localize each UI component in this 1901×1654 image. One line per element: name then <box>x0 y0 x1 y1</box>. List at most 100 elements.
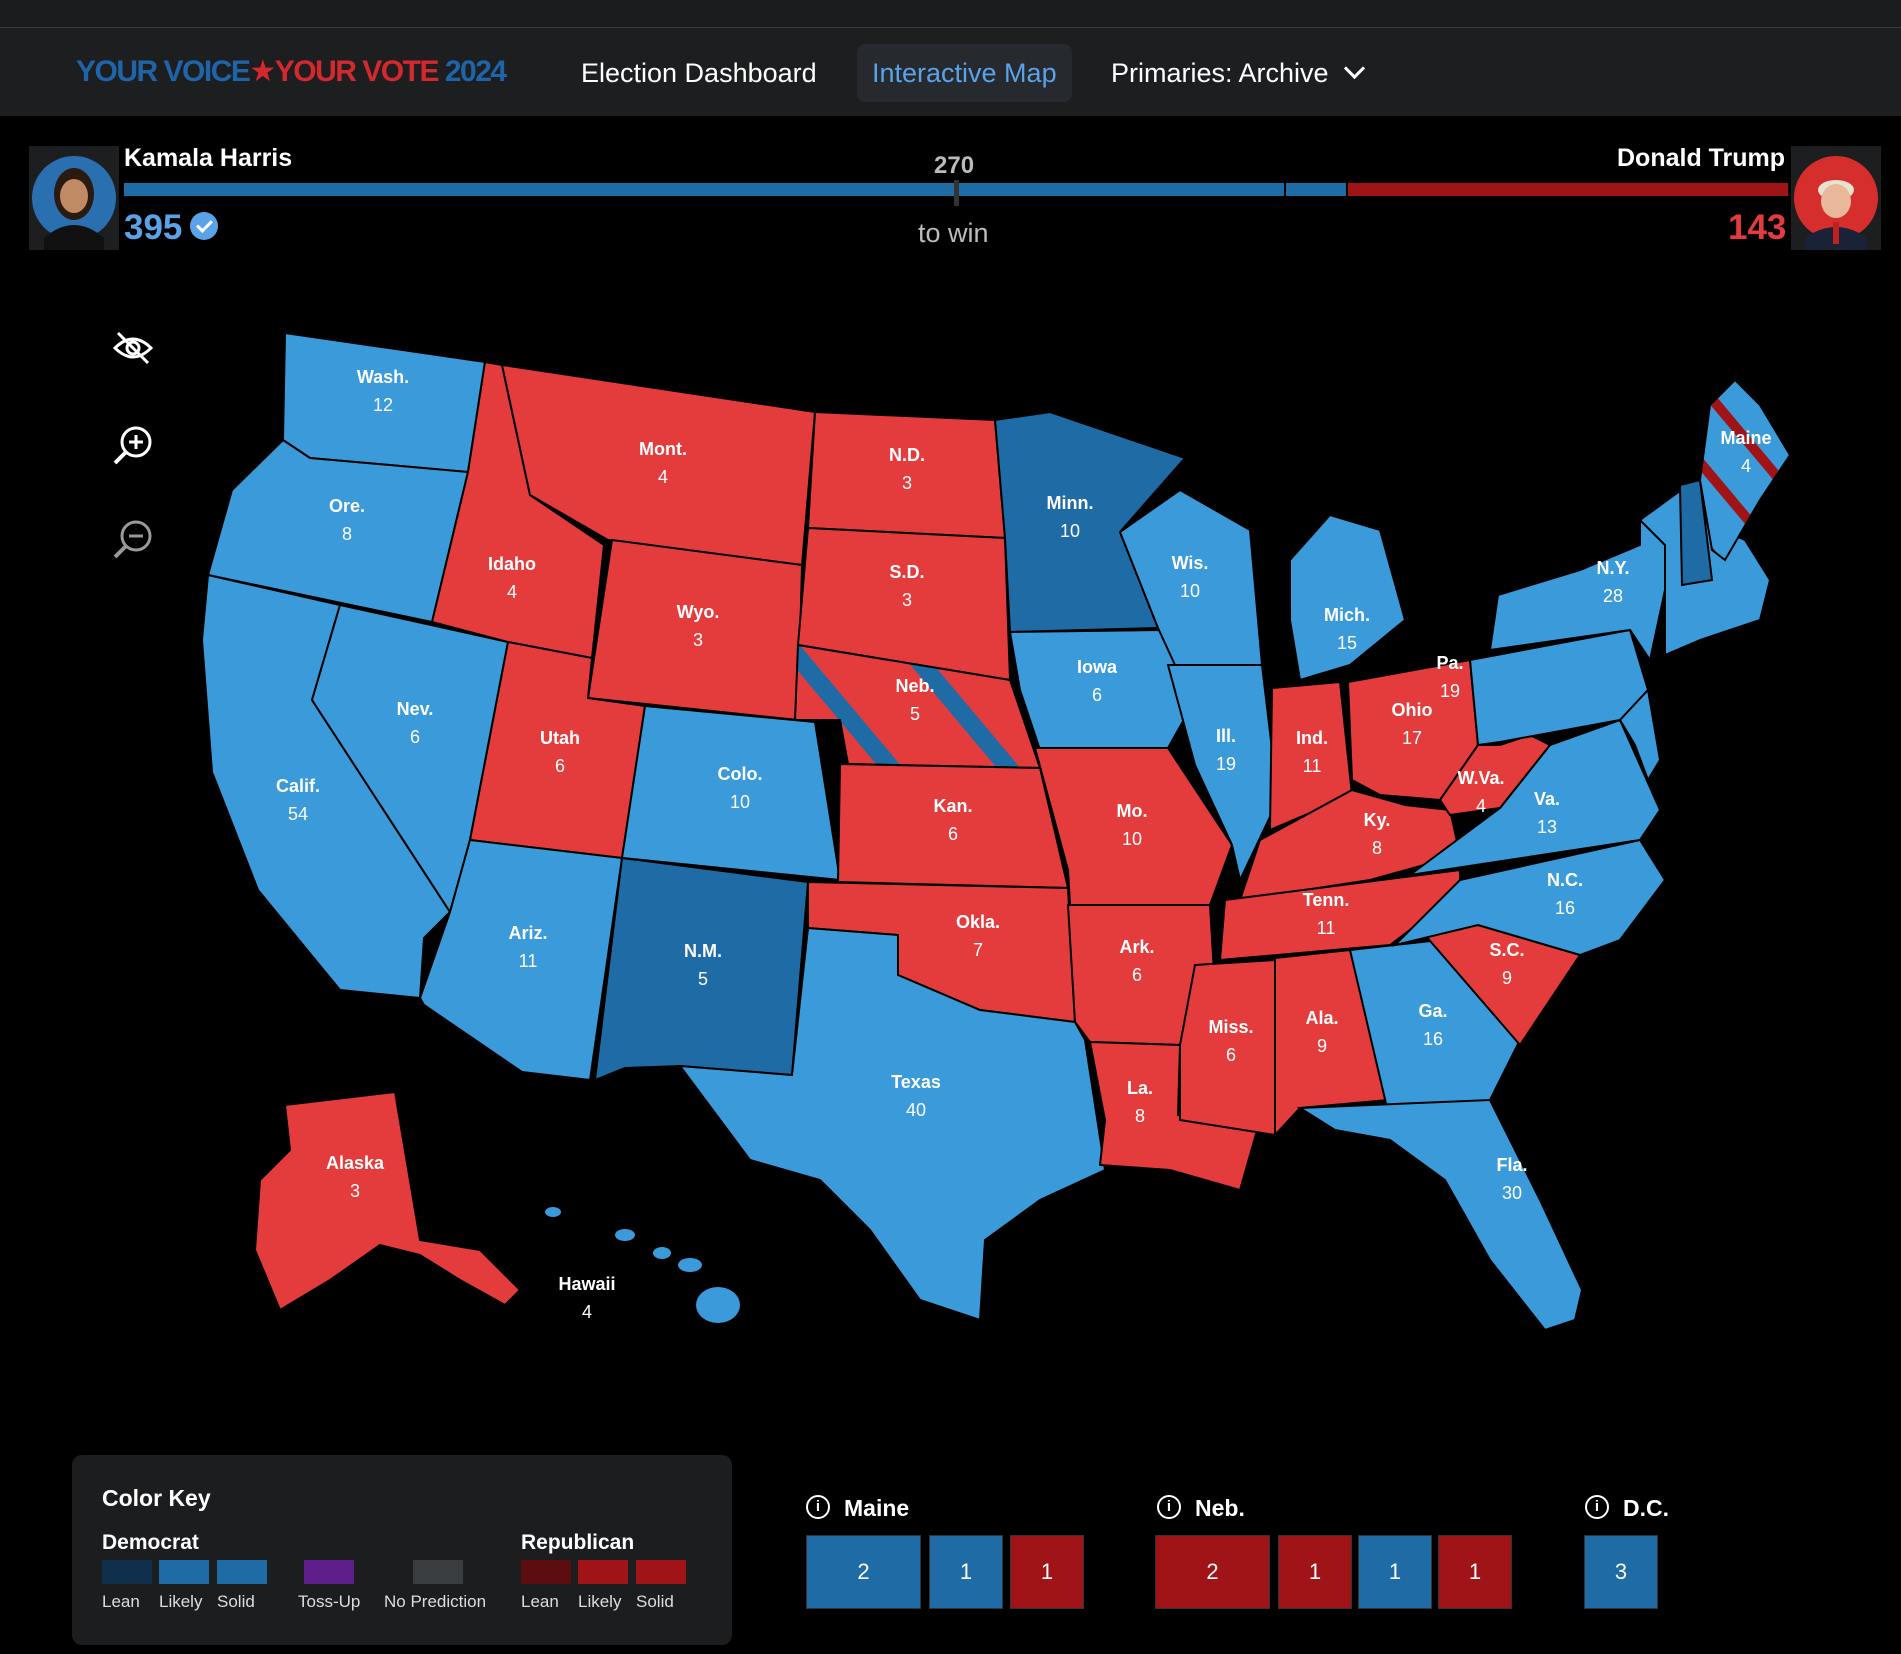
nav-primaries-archive[interactable]: Primaries: Archive <box>1111 44 1365 102</box>
maine-split-header[interactable]: i Maine <box>806 1494 909 1522</box>
dc-split-header[interactable]: i D.C. <box>1585 1494 1669 1522</box>
threshold-value: 270 <box>934 152 975 179</box>
neb-district-3-box[interactable]: 1 <box>1438 1535 1512 1609</box>
zoom-out-icon[interactable] <box>110 516 156 562</box>
state-hawaii[interactable] <box>545 1207 740 1323</box>
state-ev-label: 6 <box>1132 965 1142 985</box>
swatch-rep-likely <box>578 1560 628 1584</box>
neb-district-1-box[interactable]: 1 <box>1278 1535 1352 1609</box>
state-ev-label: 6 <box>555 756 565 776</box>
zoom-in-icon[interactable] <box>110 422 156 468</box>
state-ev-label: 30 <box>1502 1183 1522 1203</box>
state-ev-label: 5 <box>698 969 708 989</box>
swatch-rep-lean <box>521 1560 571 1584</box>
bar-divider <box>1284 183 1286 196</box>
site-logo[interactable]: YOUR VOICE★YOUR VOTE 2024 <box>76 55 507 88</box>
state-ev-label: 3 <box>350 1181 360 1201</box>
key-label: Likely <box>159 1592 203 1611</box>
swatch-dem-likely <box>159 1560 209 1584</box>
nav-interactive-map[interactable]: Interactive Map <box>857 44 1072 102</box>
state-mich[interactable] <box>1289 513 1407 682</box>
key-label: Solid <box>636 1592 674 1611</box>
state-ev-label: 10 <box>1180 581 1200 601</box>
state-ev-label: 54 <box>288 804 308 824</box>
state-label: Mo. <box>1117 801 1148 821</box>
rep-candidate-name: Donald Trump <box>1617 144 1786 172</box>
maine-district-2-box[interactable]: 1 <box>1010 1535 1084 1609</box>
info-icon[interactable]: i <box>1157 1494 1181 1519</box>
state-ill[interactable] <box>1166 664 1280 884</box>
state-label: W.Va. <box>1457 768 1504 788</box>
maine-at-large-box[interactable]: 2 <box>806 1535 921 1609</box>
state-ev-label: 7 <box>973 940 983 960</box>
state-label: Ohio <box>1392 700 1433 720</box>
dem-ev-bar <box>124 183 1284 196</box>
state-label: Calif. <box>276 776 320 796</box>
state-label: Ore. <box>329 496 365 516</box>
state-nh[interactable] <box>1678 478 1714 587</box>
republican-group-label: Republican <box>521 1531 635 1554</box>
state-ev-label: 9 <box>1317 1036 1327 1056</box>
state-label: Alaska <box>326 1153 385 1173</box>
state-ev-label: 40 <box>906 1100 926 1120</box>
swatch-no-prediction <box>413 1560 463 1584</box>
key-label: Solid <box>217 1592 255 1611</box>
state-ev-label: 4 <box>507 582 517 602</box>
state-nj-md-de[interactable] <box>1618 687 1662 783</box>
dem-likely-bar <box>1286 183 1346 196</box>
state-label: Mont. <box>639 439 687 459</box>
info-icon[interactable]: i <box>806 1494 830 1519</box>
neb-district-2-box[interactable]: 1 <box>1358 1535 1432 1609</box>
dem-candidate-name: Kamala Harris <box>124 144 293 172</box>
state-fla[interactable] <box>1296 1098 1584 1332</box>
state-ev-label: 10 <box>1122 829 1142 849</box>
harris-avatar <box>29 146 119 250</box>
state-ev-label: 6 <box>1092 685 1102 705</box>
state-label: Neb. <box>895 676 934 696</box>
state-label: Kan. <box>933 796 972 816</box>
trump-avatar <box>1791 146 1881 250</box>
state-ev-label: 16 <box>1423 1029 1443 1049</box>
key-label: Lean <box>102 1592 140 1611</box>
state-label: S.D. <box>889 562 924 582</box>
state-label: N.M. <box>684 941 722 961</box>
state-texas[interactable] <box>677 926 1107 1322</box>
chevron-down-icon <box>1343 57 1365 80</box>
neb-at-large-box[interactable]: 2 <box>1155 1535 1270 1609</box>
color-key-title: Color Key <box>102 1485 211 1511</box>
neb-split-header[interactable]: i Neb. <box>1157 1494 1245 1522</box>
state-ev-label: 8 <box>1372 838 1382 858</box>
rep-ev-bar <box>1348 183 1788 196</box>
state-label: Ind. <box>1296 728 1328 748</box>
state-ev-label: 3 <box>902 473 912 493</box>
state-ev-label: 8 <box>342 524 352 544</box>
state-ev-label: 6 <box>948 824 958 844</box>
state-ev-label: 8 <box>1135 1106 1145 1126</box>
winner-check-icon <box>190 211 219 240</box>
state-ev-label: 11 <box>519 951 538 971</box>
state-nc[interactable] <box>1391 838 1667 957</box>
state-label: Wash. <box>357 367 409 387</box>
key-label: Toss-Up <box>298 1592 361 1611</box>
state-ala[interactable] <box>1274 948 1390 1138</box>
browser-top-strip <box>0 0 1901 28</box>
state-ev-label: 19 <box>1216 754 1236 774</box>
state-label: Ill. <box>1216 726 1236 746</box>
state-label: N.D. <box>889 445 925 465</box>
state-label: Fla. <box>1496 1155 1527 1175</box>
state-label: Wyo. <box>677 602 720 622</box>
state-label: Ga. <box>1418 1001 1447 1021</box>
state-ev-label: 4 <box>658 467 668 487</box>
state-maine[interactable] <box>1698 378 1792 562</box>
state-label: Mich. <box>1324 605 1370 625</box>
maine-district-1-box[interactable]: 1 <box>929 1535 1003 1609</box>
state-ev-label: 12 <box>373 395 393 415</box>
dc-box[interactable]: 3 <box>1584 1535 1658 1609</box>
state-label: Wis. <box>1172 553 1209 573</box>
state-miss[interactable] <box>1179 958 1276 1137</box>
info-icon[interactable]: i <box>1585 1494 1609 1519</box>
nav-election-dashboard[interactable]: Election Dashboard <box>581 58 817 88</box>
hide-labels-icon[interactable] <box>110 325 156 371</box>
state-label: Iowa <box>1077 657 1118 677</box>
state-alaska[interactable] <box>253 1090 522 1312</box>
